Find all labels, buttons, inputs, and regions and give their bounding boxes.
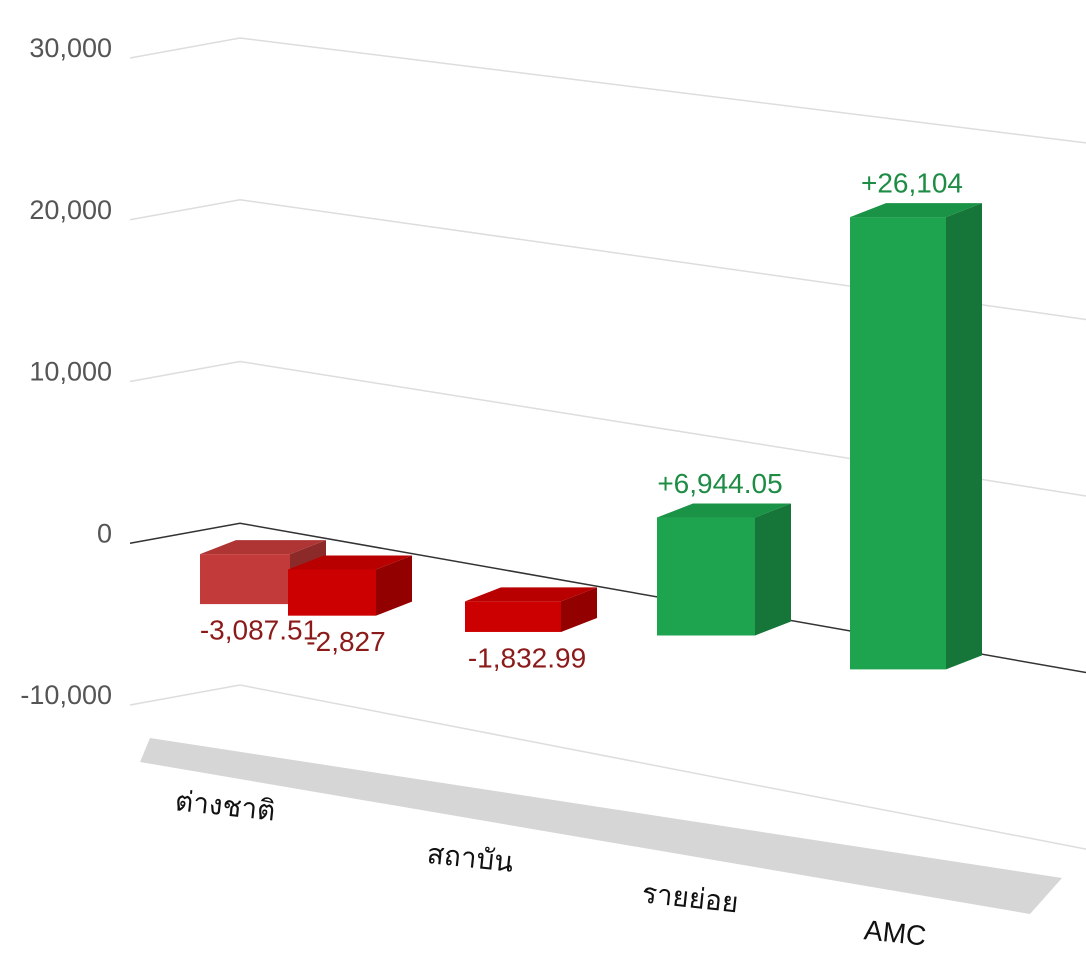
y-tick-label: -10,000	[20, 680, 112, 710]
x-tick-label: สถาบัน	[425, 838, 514, 878]
y-tick-label: 0	[97, 518, 112, 548]
grid-line	[129, 198, 1086, 321]
bar-side	[755, 503, 791, 636]
grid-line	[129, 360, 1086, 497]
value-label: -1,832.99	[468, 642, 586, 673]
value-label: -3,087.51	[200, 614, 318, 645]
bar	[465, 601, 561, 632]
bar-side	[946, 203, 982, 670]
bar-top	[465, 587, 597, 602]
value-label: +6,944.05	[657, 468, 782, 499]
x-tick-label: AMC	[863, 914, 928, 951]
grid-line	[129, 684, 1086, 850]
value-label: -2,827	[306, 626, 385, 657]
value-label: +26,104	[861, 167, 963, 198]
bar	[657, 517, 755, 636]
bar	[200, 554, 290, 605]
bar	[850, 217, 946, 670]
y-tick-label: 10,000	[29, 357, 112, 387]
x-tick-label: ต่างชาติ	[174, 785, 277, 826]
zero-line	[129, 522, 1086, 674]
floor	[140, 738, 1062, 914]
bar-top	[288, 555, 412, 570]
bar-top	[657, 503, 791, 518]
bar-side	[376, 555, 412, 616]
bar-side	[561, 587, 597, 632]
x-tick-label: รายย่อย	[640, 877, 740, 918]
bar	[288, 569, 376, 616]
bar-top	[850, 203, 982, 218]
grid-line	[129, 37, 1086, 144]
y-tick-label: 20,000	[29, 195, 112, 225]
y-tick-label: 30,000	[29, 33, 112, 63]
bar-top	[200, 540, 326, 555]
